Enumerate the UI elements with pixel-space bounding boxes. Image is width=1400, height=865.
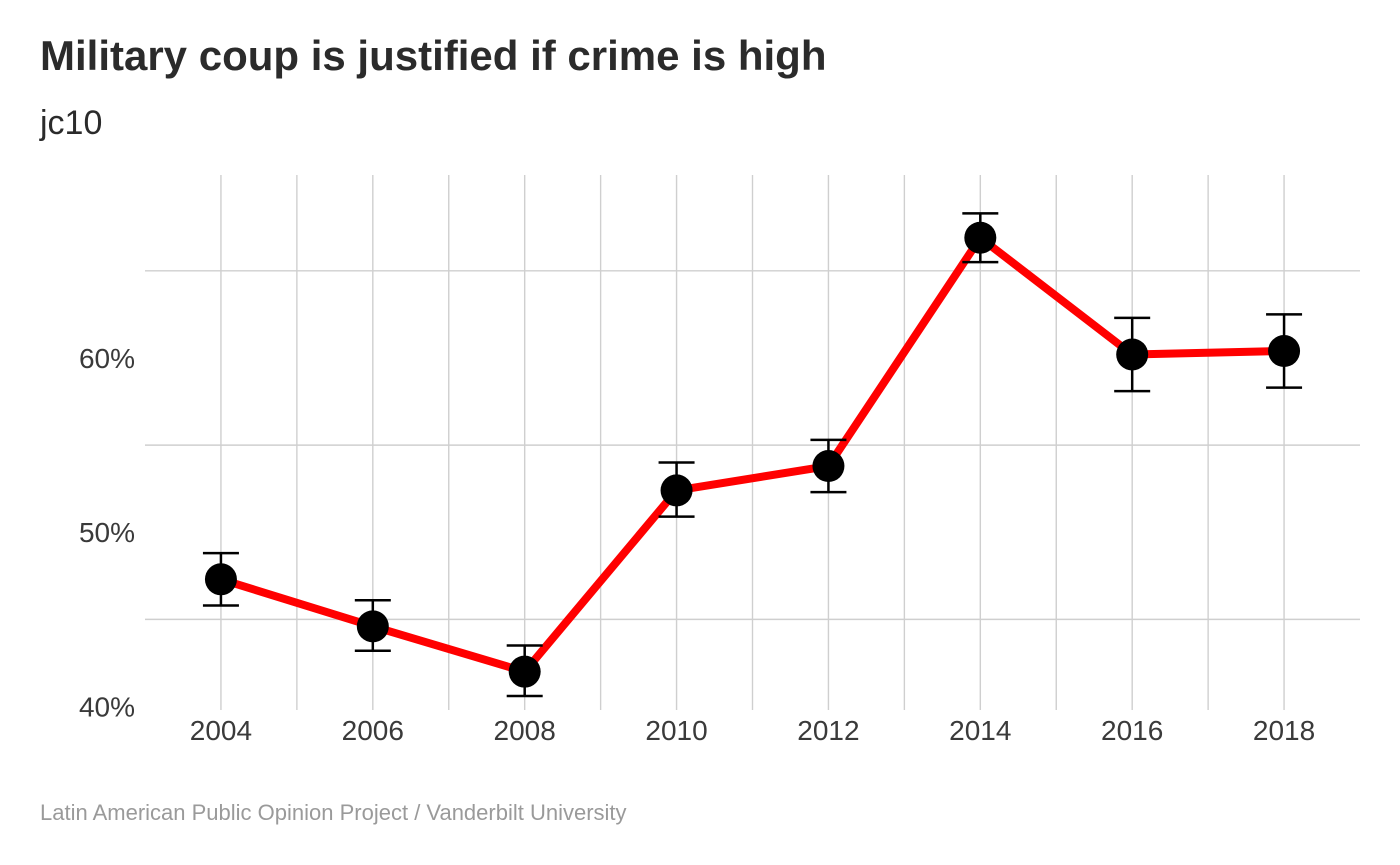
- grid-lines: [145, 175, 1360, 710]
- axis-labels: 2004 2006 2008 2010 2012 2014 2016 2018 40% 50% 60…: [79, 343, 1315, 746]
- data-point: [1268, 335, 1300, 367]
- data-point: [661, 474, 693, 506]
- data-point: [205, 563, 237, 595]
- data-point: [509, 656, 541, 688]
- y-tick-label: 50%: [79, 517, 135, 548]
- x-tick-label: 2004: [190, 715, 252, 746]
- x-tick-label: 2010: [645, 715, 707, 746]
- x-tick-label: 2014: [949, 715, 1011, 746]
- data-point: [964, 222, 996, 254]
- x-tick-label: 2006: [342, 715, 404, 746]
- y-tick-label: 60%: [79, 343, 135, 374]
- x-tick-label: 2012: [797, 715, 859, 746]
- y-tick-label: 40%: [79, 692, 135, 723]
- x-tick-label: 2018: [1253, 715, 1315, 746]
- source-caption: Latin American Public Opinion Project / …: [40, 800, 627, 826]
- data-point: [357, 610, 389, 642]
- x-tick-label: 2016: [1101, 715, 1163, 746]
- data-point: [812, 450, 844, 482]
- data-point: [1116, 338, 1148, 370]
- x-tick-label: 2008: [494, 715, 556, 746]
